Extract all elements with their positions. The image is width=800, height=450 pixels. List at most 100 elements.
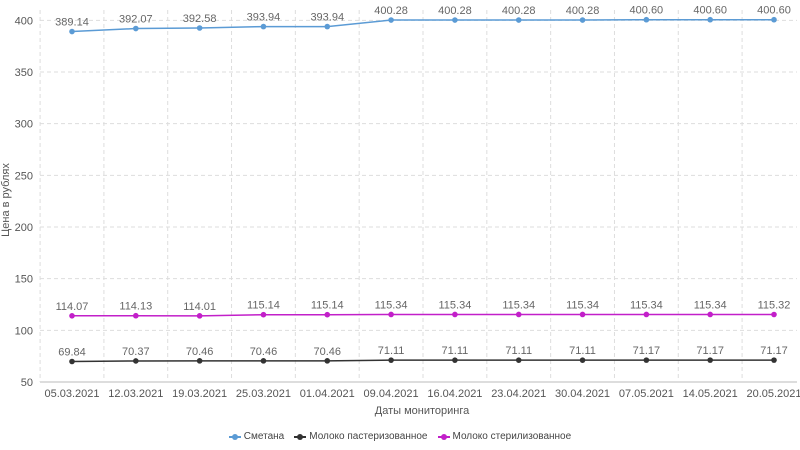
data-label: 71.17 — [633, 345, 661, 357]
y-tick-label: 350 — [15, 67, 33, 79]
data-point[interactable] — [260, 311, 267, 318]
y-axis-ticks: 50 100 150 200 250 300 350 400 — [15, 15, 33, 389]
x-tick-label: 19.03.2021 — [172, 388, 227, 400]
series-line — [71, 18, 774, 33]
series-line — [71, 313, 775, 317]
data-label: 114.13 — [119, 301, 152, 313]
data-point[interactable] — [579, 17, 586, 23]
data-label: 400.60 — [630, 5, 664, 17]
data-label: 70.46 — [250, 346, 278, 358]
data-point[interactable] — [515, 357, 522, 363]
data-point[interactable] — [643, 357, 650, 363]
data-label: 389.14 — [55, 17, 89, 29]
data-point[interactable] — [388, 17, 394, 23]
data-point[interactable] — [324, 23, 331, 30]
data-point[interactable] — [69, 28, 75, 35]
series-1: 389.14 392.07 392.58 393.94 393.94 400.28 400.… — [55, 5, 791, 35]
x-tick-label: 01.04.2021 — [300, 388, 355, 400]
x-tick-label: 09.04.2021 — [364, 388, 419, 400]
data-label: 71.11 — [569, 345, 596, 357]
data-point[interactable] — [771, 16, 777, 23]
x-tick-label: 07.05.2021 — [619, 388, 674, 400]
data-label: 70.46 — [186, 346, 214, 358]
chart-legend: Сметана Молоко пастеризованное Молоко стер… — [0, 431, 800, 442]
data-point[interactable] — [771, 357, 777, 363]
data-label: 115.34 — [438, 299, 471, 311]
y-tick-label: 250 — [15, 170, 33, 182]
legend-item[interactable]: Сметана — [228, 431, 285, 442]
data-label: 69.84 — [58, 346, 86, 358]
data-point[interactable] — [579, 311, 586, 318]
y-axis-title: Цена в рублях — [0, 163, 12, 237]
series-group: 389.14 392.07 392.58 393.94 393.94 400.28 400.… — [55, 5, 791, 365]
data-label: 71.17 — [760, 345, 788, 357]
x-tick-label: 23.04.2021 — [491, 388, 546, 400]
data-point[interactable] — [324, 311, 331, 318]
data-point[interactable] — [452, 357, 458, 363]
legend-swatch-icon — [228, 433, 241, 441]
data-point[interactable] — [771, 311, 777, 318]
data-point[interactable] — [579, 357, 586, 363]
data-label: 400.28 — [502, 5, 536, 17]
data-label: 392.58 — [183, 13, 217, 25]
data-label: 71.11 — [442, 345, 469, 357]
data-label: 115.34 — [502, 299, 535, 311]
y-tick-label: 150 — [15, 274, 33, 286]
y-tick-label: 300 — [15, 119, 33, 131]
data-label: 71.17 — [696, 345, 724, 357]
data-label: 71.11 — [378, 345, 405, 357]
data-label: 70.46 — [314, 346, 342, 358]
data-label: 392.07 — [119, 14, 153, 26]
data-label: 115.34 — [566, 299, 599, 311]
data-point[interactable] — [133, 25, 139, 32]
data-point[interactable] — [452, 311, 458, 318]
legend-label: Молоко пастеризованное — [309, 431, 428, 442]
data-label: 115.34 — [375, 299, 408, 311]
data-point[interactable] — [133, 358, 139, 364]
data-label: 115.34 — [694, 299, 727, 311]
grid-lines — [39, 10, 797, 383]
data-point[interactable] — [515, 17, 522, 23]
x-tick-label: 25.03.2021 — [236, 388, 291, 400]
x-tick-label: 05.03.2021 — [44, 388, 99, 400]
data-label: 115.32 — [758, 300, 791, 312]
data-point[interactable] — [707, 311, 713, 318]
data-point[interactable] — [260, 358, 267, 364]
legend-label: Сметана — [243, 431, 285, 442]
data-point[interactable] — [452, 17, 458, 23]
x-axis-ticks: 05.03.2021 12.03.2021 19.03.2021 25.03.2021… — [44, 388, 800, 400]
data-point[interactable] — [196, 358, 203, 364]
data-label: 400.28 — [374, 5, 408, 17]
y-tick-label: 50 — [21, 377, 33, 389]
legend-item[interactable]: Молоко пастеризованное — [294, 431, 428, 442]
data-label: 400.60 — [757, 5, 791, 17]
data-point[interactable] — [707, 357, 713, 363]
data-point[interactable] — [643, 311, 650, 318]
data-label: 115.34 — [630, 299, 663, 311]
legend-item[interactable]: Молоко стерилизованное — [437, 431, 571, 442]
data-point[interactable] — [69, 358, 75, 365]
data-point[interactable] — [133, 312, 139, 319]
data-point[interactable] — [69, 312, 75, 319]
data-point[interactable] — [196, 313, 203, 319]
x-axis-title: Даты мониторинга — [375, 405, 470, 417]
data-label: 400.28 — [566, 5, 600, 17]
data-point[interactable] — [707, 16, 713, 23]
legend-swatch-icon — [294, 433, 307, 441]
y-tick-label: 400 — [15, 15, 33, 27]
y-tick-label: 100 — [15, 325, 33, 337]
data-point[interactable] — [324, 358, 331, 364]
data-point[interactable] — [388, 311, 394, 318]
data-point[interactable] — [196, 25, 203, 31]
data-point[interactable] — [643, 16, 650, 23]
data-label: 115.14 — [247, 300, 280, 312]
data-label: 400.60 — [693, 5, 727, 17]
data-label: 400.28 — [438, 5, 472, 17]
data-point[interactable] — [515, 311, 522, 318]
data-label: 71.11 — [505, 345, 532, 357]
data-label: 114.07 — [56, 301, 89, 313]
data-point[interactable] — [260, 23, 267, 30]
data-point[interactable] — [388, 357, 394, 363]
series-line — [71, 359, 774, 363]
